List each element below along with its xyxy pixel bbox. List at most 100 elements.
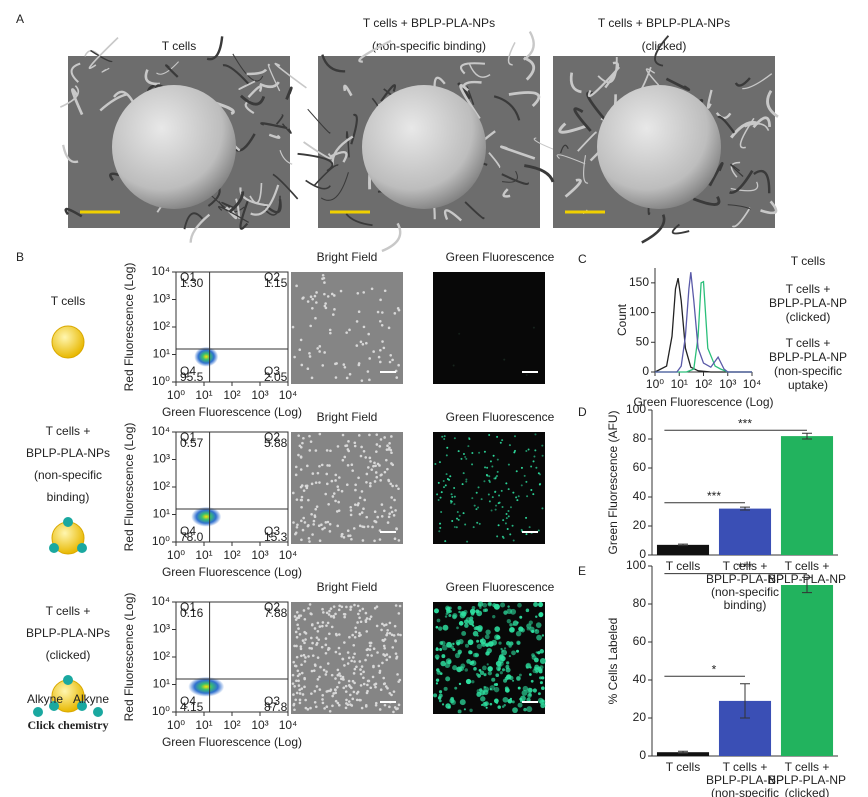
cell-dot <box>321 527 324 531</box>
fluor-dot <box>473 667 477 671</box>
cell-dot <box>316 656 320 659</box>
x-axis-label: Green Fluorescence (Log) <box>633 395 773 409</box>
cell-dot <box>302 653 306 657</box>
fluor-dot <box>535 622 542 628</box>
fluor-dot <box>492 615 496 619</box>
cell-dot <box>298 701 302 705</box>
density-cloud <box>188 676 225 697</box>
cell-dot <box>295 655 299 659</box>
fluor-dot <box>453 495 456 498</box>
cell-dot <box>341 675 345 679</box>
fluor-dot <box>458 682 462 686</box>
fluor-dot <box>512 707 518 714</box>
cell-dot <box>382 346 386 350</box>
cell-dot <box>393 624 397 628</box>
fluor-dot <box>473 504 476 507</box>
fiber <box>206 36 224 61</box>
nanoparticle <box>49 543 59 553</box>
cell-dot <box>318 345 322 348</box>
quadrant-id: Q3 <box>264 524 280 538</box>
cell-dot <box>376 515 380 519</box>
fiber <box>239 200 249 230</box>
cell-dot <box>330 673 334 677</box>
fluor-dot <box>494 490 497 493</box>
cell-dot <box>316 678 320 681</box>
cell-dot <box>391 646 395 649</box>
cell-dot <box>337 509 341 512</box>
cell-dot <box>318 539 322 543</box>
cell-dot <box>390 693 393 697</box>
fluor-dot <box>488 500 491 503</box>
row-label: binding) <box>47 490 90 504</box>
cell-dot <box>395 484 398 488</box>
quadrant-value: 1.15 <box>264 276 288 290</box>
cell-dot <box>336 485 340 488</box>
quadrant-value: 0.16 <box>180 606 204 620</box>
cell-dot <box>389 506 393 509</box>
cell-dot <box>324 521 328 524</box>
cell-dot <box>344 444 347 448</box>
fluor-dot <box>453 526 456 529</box>
fluor-dot <box>516 640 521 645</box>
cell-dot <box>386 521 390 524</box>
cell-dot <box>397 612 401 615</box>
cell-dot <box>344 706 348 710</box>
cell-dot <box>374 701 378 705</box>
fluor-dot <box>450 645 454 649</box>
fluor-dot <box>456 666 462 673</box>
x-tick-label: 10¹ <box>671 377 688 391</box>
fluor-dot <box>440 510 443 513</box>
x-axis-label: Green Fluorescence (Log) <box>162 405 302 419</box>
fiber <box>468 63 491 78</box>
cell-dot <box>339 674 342 678</box>
x-tick-label: 10¹ <box>195 388 212 402</box>
fluor-dot <box>502 696 509 703</box>
cell-dot <box>309 295 313 299</box>
cell-dot <box>322 611 325 614</box>
fiber <box>766 90 779 118</box>
cell-dot <box>355 698 359 702</box>
cell-dot <box>296 623 299 627</box>
cell-dot <box>368 456 372 460</box>
cell-dot <box>368 617 372 621</box>
fluor-dot <box>482 608 487 613</box>
fluor-dot <box>503 704 506 707</box>
cell-dot <box>384 685 388 688</box>
cell-dot <box>356 291 360 295</box>
fiber <box>183 212 204 230</box>
image-title: T cells + BPLP-PLA-NPs <box>598 16 730 30</box>
y-tick-label: 10¹ <box>153 347 170 361</box>
fiber <box>508 91 541 108</box>
cell-dot <box>295 644 298 648</box>
cell-dot <box>297 627 300 630</box>
fluor-dot <box>537 692 541 696</box>
fiber <box>706 89 713 109</box>
fluor-dot <box>453 437 456 440</box>
cell-dot <box>388 441 391 445</box>
cell-dot <box>308 352 311 355</box>
fluor-dot <box>460 611 465 616</box>
fluor-dot <box>486 663 489 666</box>
fluor-dot <box>450 699 456 705</box>
x-tick-label: T cells + <box>785 760 830 774</box>
cell-dot <box>374 685 377 689</box>
cell-dot <box>293 644 296 648</box>
cell-dot <box>318 464 321 468</box>
fluor-dot <box>525 373 528 376</box>
cell-dot <box>341 657 345 661</box>
x-tick-label: (non-specific <box>711 585 779 599</box>
fluor-dot <box>479 670 485 675</box>
cell-dot <box>310 482 314 486</box>
fluor-dot <box>513 435 516 438</box>
fiber <box>90 49 113 63</box>
cell-dot <box>357 363 361 367</box>
fluor-dot <box>446 609 451 614</box>
fluor-dot <box>503 678 508 683</box>
legend-entry: T cells + <box>786 336 831 350</box>
cell-dot <box>385 658 389 662</box>
fluor-dot <box>441 654 446 659</box>
x-tick-label: T cells <box>666 559 700 573</box>
cell-dot <box>352 527 356 530</box>
fiber <box>165 64 179 78</box>
